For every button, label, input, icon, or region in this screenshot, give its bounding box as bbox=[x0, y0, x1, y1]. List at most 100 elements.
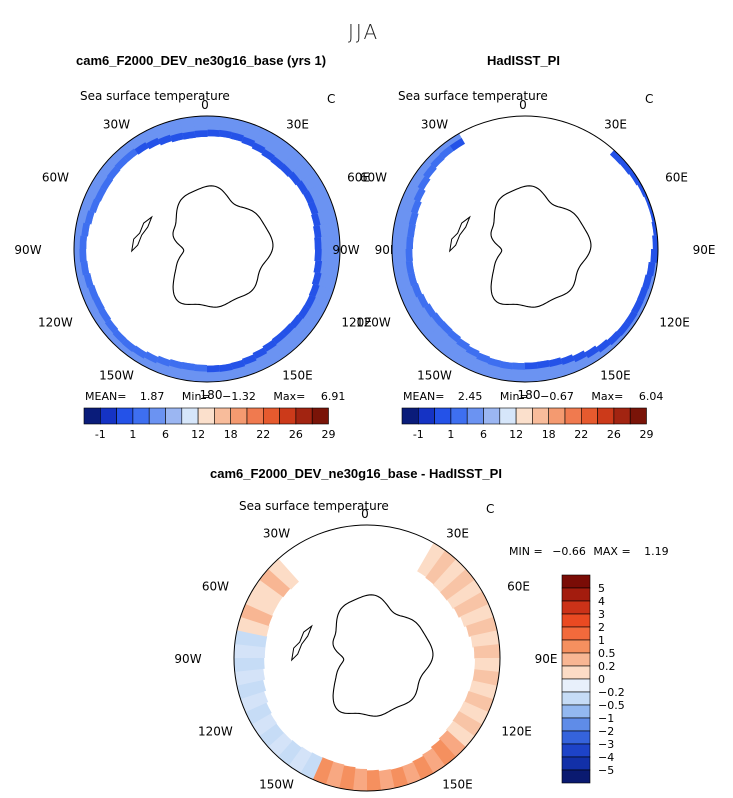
colorbar-swatch bbox=[561, 704, 591, 719]
panel-1-sst-edge-cell bbox=[218, 129, 233, 139]
lon-label-60W: 60W bbox=[360, 171, 387, 185]
colorbar-tick-label: 1 bbox=[447, 428, 454, 441]
max-label: Max= bbox=[591, 390, 624, 403]
panel-3-minmax: MIN = −0.66 MAX = 1.19 bbox=[509, 545, 669, 558]
panel-3-variable: Sea surface temperature bbox=[239, 499, 389, 513]
panel-2-stats: MEAN= 2.45 Min= −0.67 Max= 6.04 bbox=[403, 390, 663, 403]
panel-1-sst-edge-cell bbox=[193, 364, 207, 372]
colorbar-swatch bbox=[629, 407, 647, 425]
colorbar-tick-label: 6 bbox=[162, 428, 169, 441]
colorbar-swatch bbox=[246, 407, 264, 425]
panel-1-sst-edge-cell bbox=[218, 363, 233, 372]
panel-1-sst-edge-cell bbox=[207, 129, 221, 137]
colorbar-swatch bbox=[483, 407, 501, 425]
colorbar-swatch bbox=[434, 407, 452, 425]
panel-1-sst-edge-cell bbox=[313, 225, 322, 239]
lon-label-150E: 150E bbox=[600, 369, 631, 383]
lon-label-120E: 120E bbox=[659, 316, 690, 330]
min-value: −0.66 bbox=[552, 545, 586, 558]
lon-label-90W: 90W bbox=[14, 243, 41, 257]
colorbar-tick-label: 0.5 bbox=[598, 647, 616, 660]
colorbar-tick-label: 12 bbox=[191, 428, 205, 441]
panel-1-title: cam6_F2000_DEV_ne30g16_base (yrs 1) bbox=[76, 53, 327, 68]
colorbar-swatch bbox=[548, 407, 566, 425]
panel-2-sst-edge-cell bbox=[624, 310, 638, 326]
panel-2-sst-edge-cell bbox=[430, 153, 445, 169]
lon-label-30E: 30E bbox=[604, 117, 627, 131]
anomaly-cell bbox=[378, 769, 396, 791]
anomaly-cell bbox=[250, 578, 284, 606]
panel-1-sst-edge-cell bbox=[98, 307, 112, 323]
anomaly-cell bbox=[243, 702, 272, 726]
anomaly-cell bbox=[460, 603, 496, 627]
anomaly-cell bbox=[464, 690, 496, 714]
panel-2-sst-edge-cell bbox=[439, 145, 455, 159]
colorbar-tick-label: 22 bbox=[574, 428, 588, 441]
panel-1-sst-edge-cell bbox=[114, 156, 129, 171]
colorbar-swatch bbox=[580, 407, 598, 425]
panel-1-sst-edge-cell bbox=[84, 209, 95, 225]
panel-1-peninsula-coastline bbox=[130, 215, 153, 253]
panel-2-sst-edge-cell bbox=[406, 235, 414, 249]
lon-label-60E: 60E bbox=[347, 171, 370, 185]
lon-label-30E: 30E bbox=[286, 117, 309, 131]
panel-2-sst-edge-cell bbox=[572, 350, 587, 363]
panel-1-sst-edge-cell bbox=[206, 364, 220, 373]
colorbar-tick-label: 29 bbox=[640, 428, 654, 441]
panel-1-sst-edge-cell bbox=[80, 260, 90, 276]
max-value: 1.19 bbox=[644, 545, 669, 558]
anomaly-cell bbox=[446, 578, 485, 610]
colorbar-swatch bbox=[561, 769, 591, 784]
panel-1-sst-edge-cell bbox=[251, 142, 266, 154]
colorbar-swatch bbox=[597, 407, 615, 425]
panel-1-sst-edge-cell bbox=[134, 141, 150, 155]
panel-1-sst-edge-cell bbox=[288, 171, 302, 186]
colorbar-tick-label: 0.2 bbox=[598, 660, 616, 673]
colorbar-swatch bbox=[262, 407, 280, 425]
colorbar-swatch bbox=[165, 407, 183, 425]
lon-label-150W: 150W bbox=[259, 778, 294, 792]
panel-2-colorbar: -1 1 6 12 18 22 26 29 bbox=[401, 407, 654, 441]
lon-label-60W: 60W bbox=[202, 580, 229, 594]
max-label: MAX = bbox=[593, 545, 631, 558]
panel-3-title: cam6_F2000_DEV_ne30g16_base - HadISST_PI bbox=[210, 466, 502, 481]
colorbar-swatch bbox=[561, 600, 591, 615]
anomaly-cell bbox=[469, 680, 500, 701]
panel-1-sst-edge-cell bbox=[87, 284, 99, 300]
panel-1-sst-edge-cell bbox=[83, 273, 94, 288]
anomaly-cell bbox=[366, 769, 382, 791]
lon-label-30W: 30W bbox=[263, 526, 290, 540]
panel-2-antarctica-coastline bbox=[490, 185, 592, 308]
panel-2-sst-edge-cell bbox=[616, 321, 631, 337]
panel-1-sst-edge-cell bbox=[302, 190, 315, 205]
anomaly-cell bbox=[234, 643, 266, 658]
colorbar-swatch bbox=[83, 407, 101, 425]
lon-label-60E: 60E bbox=[507, 580, 530, 594]
panel-2-sst-edge-cell bbox=[606, 331, 622, 346]
colorbar-swatch bbox=[100, 407, 117, 425]
panel-1-sst-edge-cell bbox=[313, 260, 323, 274]
panel-1-sst-edge-cell bbox=[132, 345, 148, 359]
colorbar-tick-label: 5 bbox=[598, 582, 605, 595]
colorbar-swatch bbox=[561, 652, 591, 667]
panel-2-sst-edge-cell bbox=[431, 312, 445, 327]
min-value: −0.67 bbox=[540, 390, 574, 403]
colorbar-tick-label: 29 bbox=[322, 428, 336, 441]
anomaly-cell bbox=[452, 711, 484, 738]
lon-label-0: 0 bbox=[519, 98, 527, 112]
lon-label-120E: 120E bbox=[341, 316, 372, 330]
anomaly-cell bbox=[390, 766, 409, 791]
colorbar-tick-label: 18 bbox=[542, 428, 556, 441]
min-value: −1.32 bbox=[222, 390, 256, 403]
anomaly-cell bbox=[243, 589, 278, 616]
panel-2-sst-edge-cell bbox=[524, 362, 538, 370]
panel-2-title: HadISST_PI bbox=[487, 53, 560, 68]
colorbar-tick-label: 3 bbox=[598, 608, 605, 621]
panel-2-sst-edge-cell bbox=[631, 299, 644, 315]
lon-label-180: 180 bbox=[518, 388, 541, 402]
lon-label-30W: 30W bbox=[421, 117, 448, 131]
colorbar-tick-label: 1 bbox=[598, 634, 605, 647]
panel-1-sst-edge-cell bbox=[143, 351, 159, 364]
colorbar-swatch bbox=[417, 407, 435, 425]
